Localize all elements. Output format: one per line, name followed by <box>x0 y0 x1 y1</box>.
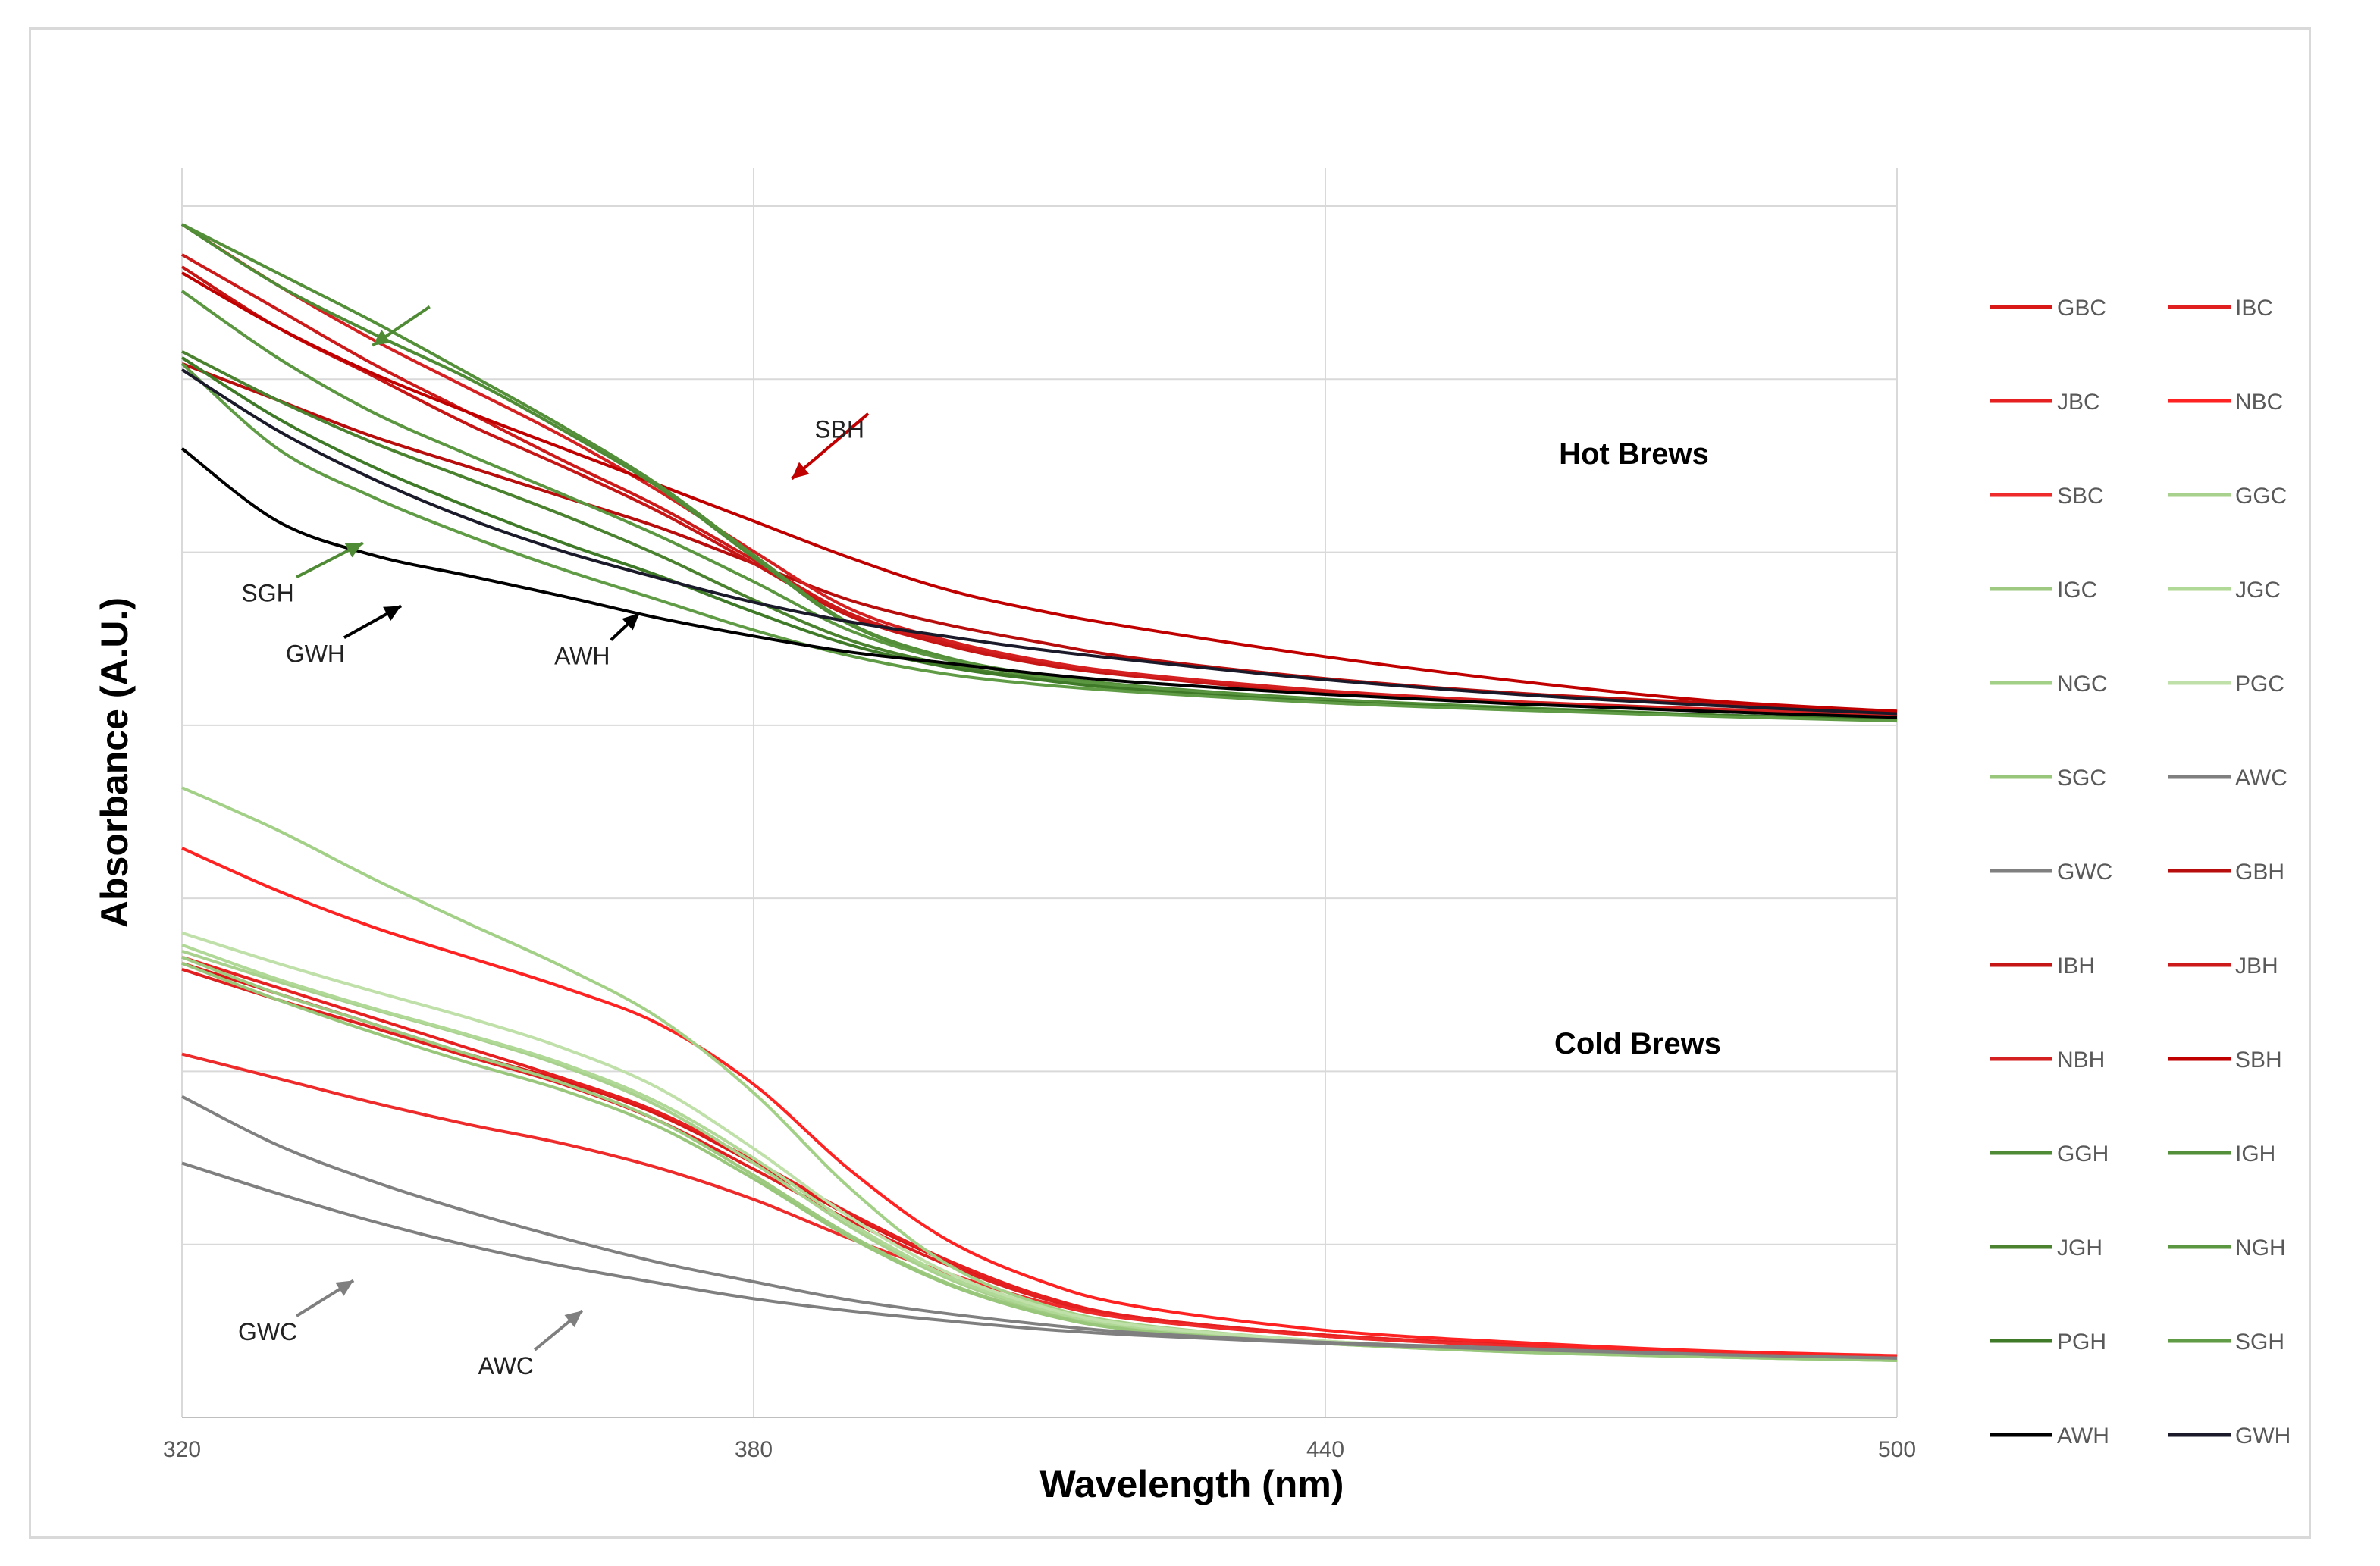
series-line-sbh <box>181 271 1898 713</box>
legend-label-jgc: JGC <box>2235 578 2281 603</box>
legend-label-ngc: NGC <box>2057 672 2108 697</box>
series-line-ngh <box>180 290 1898 722</box>
annotation-label-gwh: GWH <box>286 640 345 667</box>
legend-label-gbh: GBH <box>2235 860 2284 885</box>
annotation-label-sgh: SGH <box>241 579 293 606</box>
series-line-gwh <box>180 368 1898 716</box>
legend-label-gbc: GBC <box>2057 296 2106 321</box>
series-line-jbh <box>181 253 1898 718</box>
series-line-awc <box>181 1161 1898 1360</box>
legend-label-gwc: GWC <box>2057 860 2112 885</box>
legend-label-gwh: GWH <box>2235 1423 2291 1449</box>
legend-label-jgh: JGH <box>2057 1236 2102 1261</box>
annotation-arrowhead <box>622 612 640 631</box>
annotation-arrowhead <box>372 330 391 346</box>
legend-label-ibc: IBC <box>2235 296 2273 321</box>
legend-label-ggh: GGH <box>2057 1142 2109 1167</box>
annotation-label-sbh: SBH <box>814 416 864 443</box>
x-tick-label: 440 <box>1306 1437 1344 1462</box>
chart-frame <box>29 27 2311 1539</box>
legend-label-sgh: SGH <box>2235 1330 2284 1355</box>
annotations: SBH SGH GWH AWH GWC AWC <box>238 305 870 1380</box>
panel-label-hot: Hot Brews <box>1559 437 1709 471</box>
x-tick-label: 380 <box>735 1437 773 1462</box>
series-line-gwc <box>181 1095 1898 1360</box>
annotation-arrowhead <box>792 462 810 479</box>
legend-label-sbc: SBC <box>2057 484 2104 509</box>
legend-label-ggc: GGC <box>2235 484 2287 509</box>
series-line-igh <box>181 223 1898 722</box>
annotation-arrowhead <box>344 543 363 558</box>
series-line-ngc <box>181 786 1898 1362</box>
legend-label-pgh: PGH <box>2057 1330 2106 1355</box>
series-line-ggh <box>180 223 1898 722</box>
x-axis-title: Wavelength (nm) <box>1040 1463 1344 1505</box>
annotation-label-awh: AWH <box>554 642 610 669</box>
x-tick-label: 320 <box>163 1437 201 1462</box>
annotation-label-awc: AWC <box>478 1352 534 1380</box>
legend-label-igc: IGC <box>2057 578 2097 603</box>
legend-label-ngh: NGH <box>2235 1236 2286 1261</box>
panel-label-cold: Cold Brews <box>1554 1027 1721 1060</box>
legend: GBC IBC JBC NBC SBC GGC IGC JGC NGC PGC SGC AWC GWC G… <box>1990 296 2291 1449</box>
x-tick-label: 500 <box>1878 1437 1916 1462</box>
legend-label-sgc: SGC <box>2057 766 2106 791</box>
grid <box>181 168 1898 1418</box>
annotation-arrowhead <box>383 606 402 621</box>
series-line-sgc <box>181 961 1898 1362</box>
legend-label-sbh: SBH <box>2235 1048 2282 1073</box>
x-tick-labels: 320 380 440 500 <box>163 1437 1916 1462</box>
legend-label-nbh: NBH <box>2057 1048 2105 1073</box>
series-line-awh <box>180 447 1898 719</box>
legend-label-ibh: IBH <box>2057 954 2095 979</box>
legend-label-nbc: NBC <box>2235 390 2283 415</box>
series-line-nbc <box>181 847 1898 1358</box>
legend-label-igh: IGH <box>2235 1142 2275 1167</box>
annotation-label-gwc: GWC <box>238 1318 297 1345</box>
legend-label-awh: AWH <box>2057 1423 2109 1449</box>
legend-label-jbh: JBH <box>2235 954 2278 979</box>
y-axis-title: Absorbance (A.U.) <box>93 597 136 928</box>
annotation-arrowhead <box>335 1280 354 1296</box>
legend-label-awc: AWC <box>2235 766 2287 791</box>
annotation-arrowhead <box>564 1311 582 1328</box>
series-line-nbh <box>180 223 1898 717</box>
annotation-arrow <box>790 412 870 481</box>
series-line-sgh <box>180 362 1898 723</box>
legend-label-jbc: JBC <box>2057 390 2100 415</box>
legend-label-pgc: PGC <box>2235 672 2284 697</box>
series-lines <box>180 223 1898 1362</box>
